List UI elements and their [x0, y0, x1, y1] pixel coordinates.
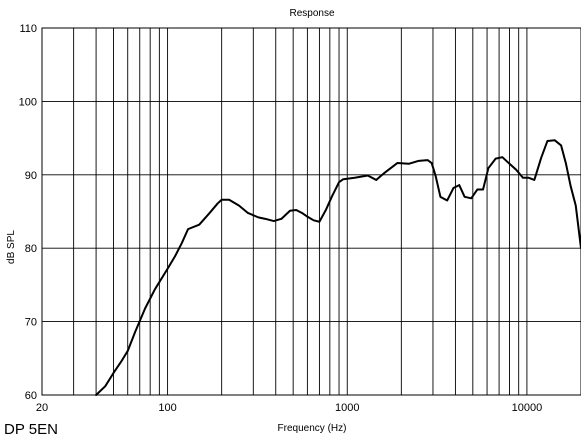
labels-layer: 60 70 80 90 100 110 20 100 1000 10000 [19, 23, 543, 414]
y-tick-label: 80 [25, 243, 37, 255]
y-tick-label: 110 [19, 23, 37, 35]
x-axis-label: Frequency (Hz) [278, 423, 347, 434]
response-curve [95, 139, 581, 396]
plot-frame [41, 27, 581, 396]
y-tick-label: 70 [25, 317, 37, 329]
y-axis-label: dB SPL [6, 230, 17, 264]
y-tick-label: 90 [25, 170, 37, 182]
x-tick-label: 1000 [335, 402, 359, 414]
y-tick-label: 100 [19, 96, 37, 108]
x-tick-label: 100 [158, 402, 176, 414]
model-label: DP 5EN [4, 421, 58, 438]
series-layer [95, 139, 581, 396]
y-tick-label: 60 [25, 390, 37, 402]
chart-title: Response [289, 8, 334, 19]
x-tick-label: 10000 [512, 402, 543, 414]
x-tick-label: 20 [36, 402, 48, 414]
grid [42, 28, 581, 395]
